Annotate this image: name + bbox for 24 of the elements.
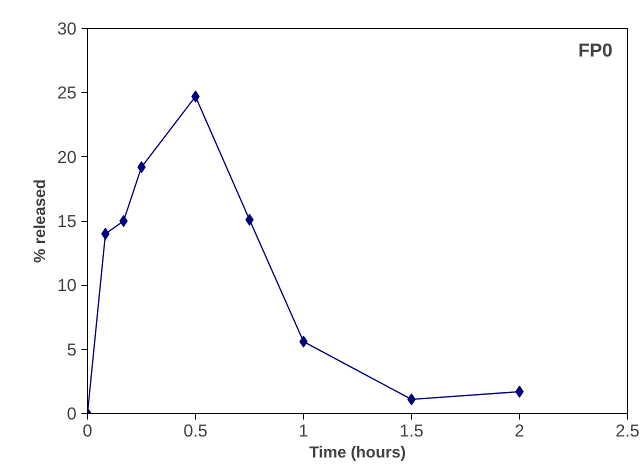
y-tick-label: 5 (66, 339, 77, 360)
annotation: FP0 (578, 40, 613, 60)
point (407, 393, 416, 406)
x-axis-title: Time (hours) (309, 444, 406, 462)
x-tick-label: 2.5 (615, 420, 640, 440)
point (101, 228, 110, 240)
x-tick-label: 1 (298, 420, 308, 440)
x-tick-label: 2 (514, 420, 524, 440)
point (245, 214, 254, 226)
point (515, 386, 524, 398)
x-tick-label: 1.5 (399, 420, 424, 440)
y-tick-label: 15 (57, 211, 77, 231)
y-tick-label: 20 (57, 146, 77, 167)
point (299, 336, 308, 348)
point (137, 161, 146, 174)
x-tick-label: 0 (82, 420, 92, 440)
y-tick-label: 0 (66, 404, 77, 424)
point (191, 90, 200, 103)
x-tick-label: 0.5 (183, 420, 208, 440)
y-tick-label: 30 (57, 18, 77, 38)
y-tick-label: 25 (57, 82, 77, 103)
point (119, 215, 128, 227)
y-tick-label: 10 (57, 275, 77, 296)
y-axis-title: % released (32, 179, 50, 263)
